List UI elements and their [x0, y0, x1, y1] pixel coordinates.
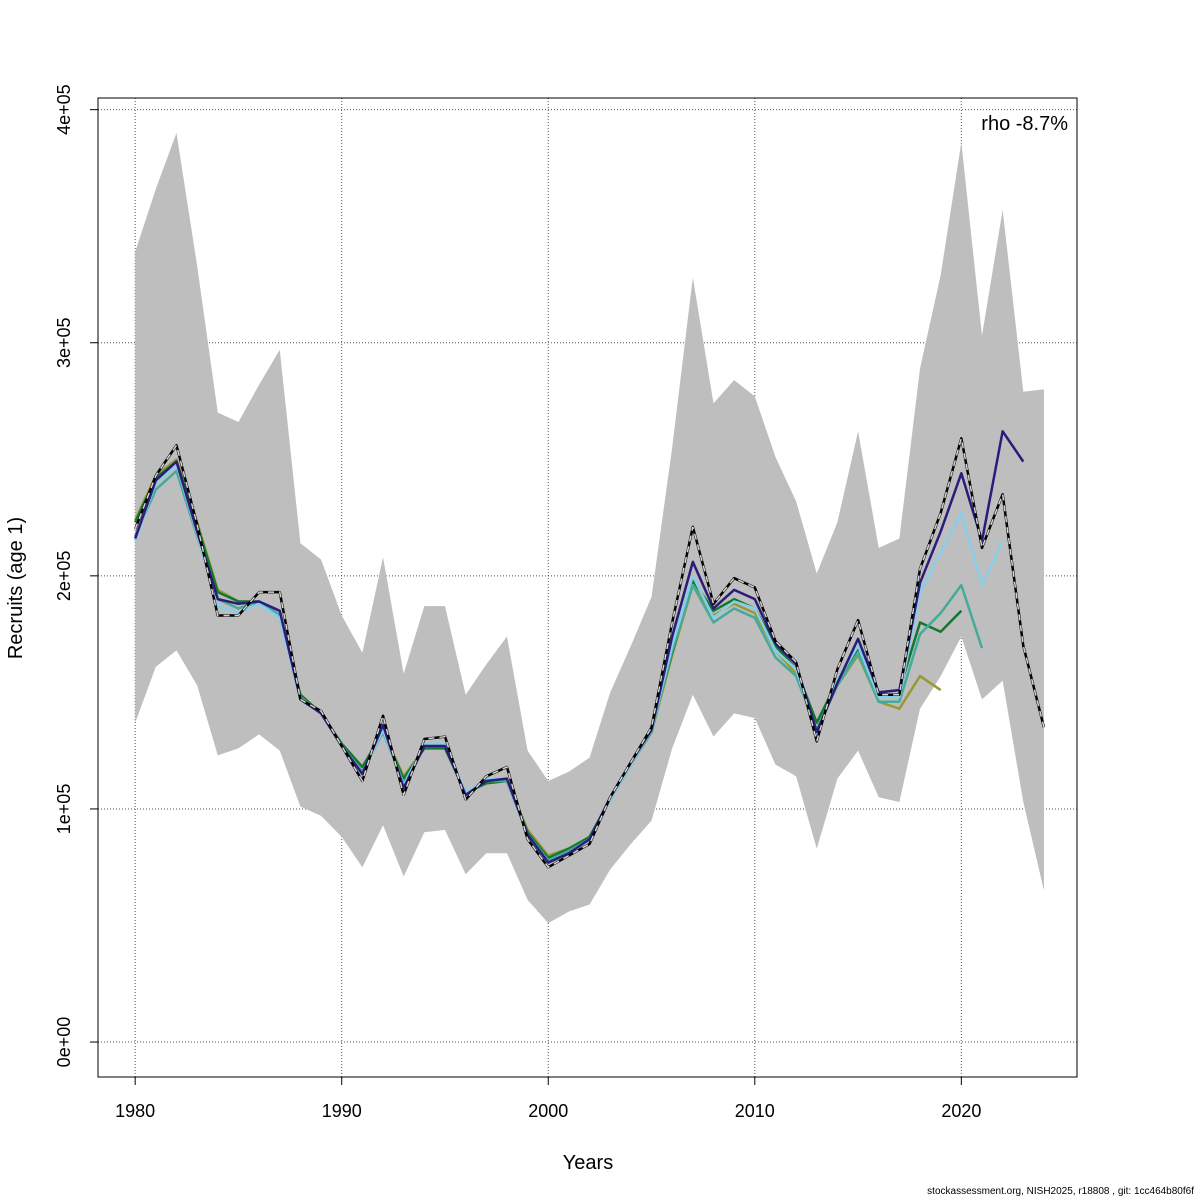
confidence-band	[135, 132, 1044, 924]
series-line-0-dash	[134, 438, 1045, 869]
x-tick-label-1: 1990	[322, 1101, 362, 1121]
y-tick-label-1: 1e+05	[54, 784, 74, 835]
footer-credit: stockassessment.org, NISH2025, r18808 , …	[927, 1186, 1194, 1197]
series-line-3	[134, 469, 984, 862]
y-tick-label-4: 4e+05	[54, 84, 74, 135]
x-tick-label-4: 2020	[941, 1101, 981, 1121]
y-axis-label: Recruits (age 1)	[5, 517, 27, 659]
y-tick-label-2: 2e+05	[54, 551, 74, 602]
series-lines	[133, 430, 1046, 869]
x-tick-label-2: 2000	[528, 1101, 568, 1121]
y-tick-label-3: 3e+05	[54, 317, 74, 368]
x-tick-label-0: 1980	[115, 1101, 155, 1121]
x-axis-label: Years	[563, 1152, 613, 1174]
x-tick-label-3: 2010	[735, 1101, 775, 1121]
y-tick-label-0: 0e+00	[54, 1017, 74, 1068]
x-axis: 1980 1990 2000 2010 2020	[115, 1076, 981, 1121]
rho-annotation: rho -8.7%	[981, 113, 1068, 135]
y-axis: 0e+00 1e+05 2e+05 3e+05 4e+05	[54, 84, 99, 1068]
